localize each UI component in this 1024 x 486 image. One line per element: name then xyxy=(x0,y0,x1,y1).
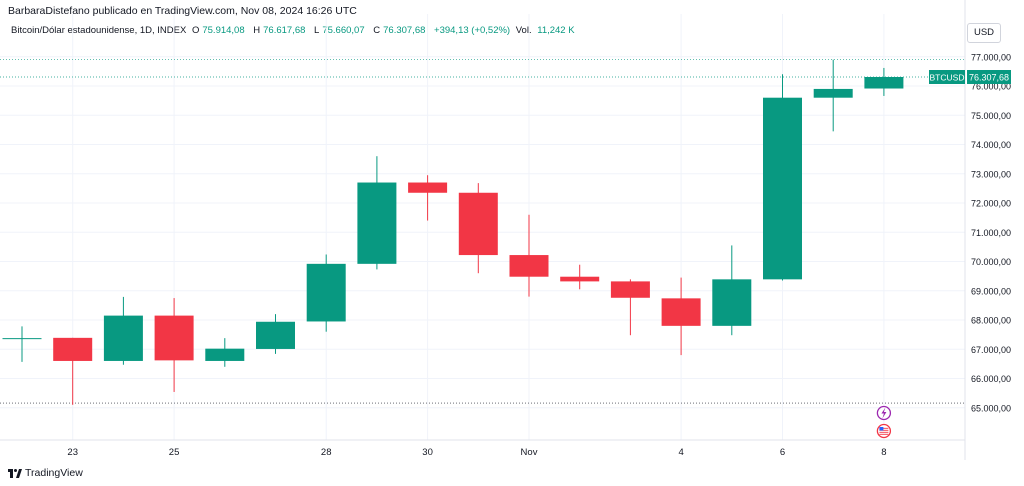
y-tick-label: 67.000,00 xyxy=(971,345,1011,355)
candle-body xyxy=(813,88,853,98)
x-tick-label: Nov xyxy=(521,447,538,458)
candle-down xyxy=(408,175,448,221)
candle-body xyxy=(864,77,904,89)
price-tag-value: 76.307,68 xyxy=(969,73,1009,83)
candle-body xyxy=(256,321,295,349)
y-tick-label: 77.000,00 xyxy=(971,52,1011,62)
symbol-legend: Bitcoin/Dólar estadounidense, 1D, INDEX … xyxy=(11,25,581,36)
symbol-tag-label: BTCUSD xyxy=(930,73,965,83)
low-value: L 75.660,07 xyxy=(314,25,365,36)
candle-body xyxy=(306,263,346,322)
lightning-icon-bolt xyxy=(881,407,887,419)
candle-down xyxy=(458,183,498,274)
candle-up xyxy=(864,67,904,96)
candle-body xyxy=(2,338,42,340)
candle-up xyxy=(103,296,143,365)
x-tick-label: 28 xyxy=(321,447,332,458)
y-tick-label: 72.000,00 xyxy=(971,199,1011,209)
symbol-tag-bg xyxy=(929,70,965,85)
candle-down xyxy=(53,337,93,405)
y-tick-label: 74.000,00 xyxy=(971,140,1011,150)
x-tick-label: 6 xyxy=(780,447,785,458)
us-flag-icon xyxy=(876,423,892,439)
y-tick-label: 70.000,00 xyxy=(971,257,1011,267)
y-tick-label: 69.000,00 xyxy=(971,286,1011,296)
candle-down xyxy=(610,279,650,336)
us-flag-ring xyxy=(876,423,892,439)
candle-up xyxy=(306,254,346,332)
x-tick-label: 30 xyxy=(422,447,433,458)
candle-body xyxy=(103,315,143,361)
tradingview-logo-text: TradingView xyxy=(25,467,83,479)
candle-body xyxy=(357,182,397,264)
candle-down xyxy=(560,264,600,290)
currency-button[interactable]: USD xyxy=(967,23,1001,43)
tradingview-logo[interactable]: TradingView xyxy=(8,467,83,479)
candle-body xyxy=(509,255,549,277)
candle-up xyxy=(2,326,42,362)
symbol-name: Bitcoin/Dólar estadounidense, 1D, INDEX xyxy=(11,25,187,36)
x-tick-label: 4 xyxy=(678,447,683,458)
y-tick-label: 65.000,00 xyxy=(971,403,1011,413)
candle-body xyxy=(661,298,701,326)
candle-body xyxy=(205,348,245,361)
x-tick-label: 23 xyxy=(67,447,78,458)
publisher-line: BarbaraDistefano publicado en TradingVie… xyxy=(8,5,357,17)
us-flag-canton xyxy=(879,427,884,431)
candle-body xyxy=(408,182,448,193)
candle-body xyxy=(712,279,752,326)
candle-body xyxy=(610,281,650,298)
change-value: +394,13 (+0,52%) xyxy=(434,25,511,36)
high-value: H 76.617,68 xyxy=(253,25,306,36)
y-tick-label: 68.000,00 xyxy=(971,316,1011,326)
tradingview-logo-icon xyxy=(8,468,22,478)
candle-down xyxy=(154,298,194,392)
x-tick-label: 8 xyxy=(881,447,886,458)
y-tick-label: 73.000,00 xyxy=(971,169,1011,179)
y-tick-label: 76.000,00 xyxy=(971,82,1011,92)
open-value: O 75.914,08 xyxy=(191,25,245,36)
y-tick-label: 71.000,00 xyxy=(971,228,1011,238)
candle-up xyxy=(256,314,295,354)
candle-body xyxy=(154,315,194,361)
candle-body xyxy=(560,276,600,282)
y-tick-label: 66.000,00 xyxy=(971,374,1011,384)
candle-down xyxy=(509,214,549,297)
candle-down xyxy=(661,277,701,356)
lightning-icon xyxy=(876,405,892,421)
candle-up xyxy=(712,245,752,336)
candle-body xyxy=(458,192,498,256)
price-tag-bg xyxy=(967,70,1011,85)
x-tick-label: 25 xyxy=(169,447,180,458)
candle-up xyxy=(763,74,802,281)
y-tick-label: 75.000,00 xyxy=(971,111,1011,121)
volume-value: Vol. 11,242 K xyxy=(515,25,575,36)
candle-up xyxy=(205,338,245,367)
candle-up xyxy=(357,156,397,270)
candle-body xyxy=(53,337,93,361)
candle-up xyxy=(813,59,853,132)
close-value: C 76.307,68 xyxy=(373,25,426,36)
candle-body xyxy=(763,97,802,280)
